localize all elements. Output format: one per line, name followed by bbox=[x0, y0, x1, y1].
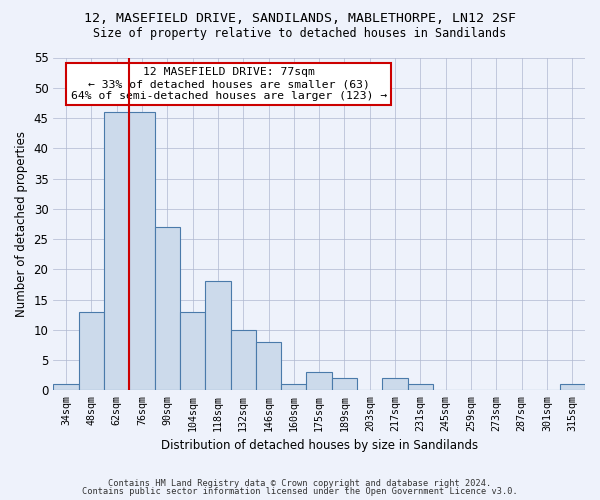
X-axis label: Distribution of detached houses by size in Sandilands: Distribution of detached houses by size … bbox=[161, 440, 478, 452]
Bar bbox=[560, 384, 585, 390]
Text: Size of property relative to detached houses in Sandilands: Size of property relative to detached ho… bbox=[94, 28, 506, 40]
Bar bbox=[104, 112, 129, 390]
Bar bbox=[53, 384, 79, 390]
Bar bbox=[256, 342, 281, 390]
Bar bbox=[230, 330, 256, 390]
Bar bbox=[79, 312, 104, 390]
Y-axis label: Number of detached properties: Number of detached properties bbox=[15, 131, 28, 317]
Bar bbox=[408, 384, 433, 390]
Bar bbox=[332, 378, 357, 390]
Bar bbox=[205, 282, 230, 391]
Bar bbox=[155, 227, 180, 390]
Text: 12, MASEFIELD DRIVE, SANDILANDS, MABLETHORPE, LN12 2SF: 12, MASEFIELD DRIVE, SANDILANDS, MABLETH… bbox=[84, 12, 516, 26]
Bar bbox=[382, 378, 408, 390]
Text: 12 MASEFIELD DRIVE: 77sqm
← 33% of detached houses are smaller (63)
64% of semi-: 12 MASEFIELD DRIVE: 77sqm ← 33% of detac… bbox=[71, 68, 387, 100]
Bar bbox=[180, 312, 205, 390]
Bar bbox=[307, 372, 332, 390]
Bar bbox=[129, 112, 155, 390]
Text: Contains HM Land Registry data © Crown copyright and database right 2024.: Contains HM Land Registry data © Crown c… bbox=[109, 478, 491, 488]
Bar bbox=[281, 384, 307, 390]
Text: Contains public sector information licensed under the Open Government Licence v3: Contains public sector information licen… bbox=[82, 487, 518, 496]
